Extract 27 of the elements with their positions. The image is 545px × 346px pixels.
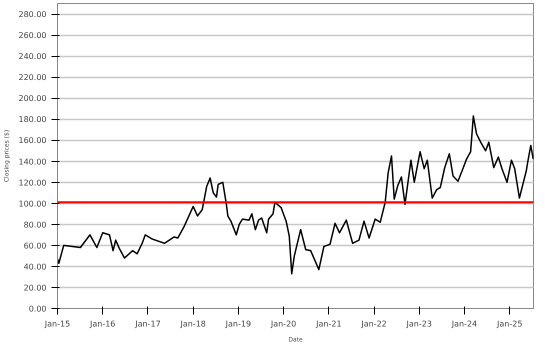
- y-tick-label: 0.00: [28, 304, 46, 314]
- y-tick-label: 280.00: [18, 10, 47, 20]
- x-tick-label: Jan-19: [224, 320, 252, 328]
- y-tick-label: 200.00: [18, 94, 47, 104]
- x-tick-label: Jan-21: [315, 320, 342, 328]
- y-tick-label: 140.00: [18, 157, 47, 166]
- x-tick-label: Jan-16: [88, 320, 116, 328]
- x-tick-label: Jan-18: [179, 320, 206, 328]
- y-tick-label: 180.00: [18, 115, 47, 124]
- line-series: [58, 115, 534, 275]
- y-tick-label: 220.00: [18, 73, 47, 82]
- y-tick-label: 120.00: [18, 178, 47, 188]
- x-tick-label: Jan-23: [406, 320, 432, 328]
- y-tick-label: 60.00: [24, 241, 47, 250]
- x-tick-label: Jan-15: [44, 320, 70, 328]
- x-tick-label: Jan-17: [134, 320, 161, 328]
- y-tick-label: 240.00: [18, 52, 47, 62]
- x-tick-label: Jan-20: [270, 320, 296, 328]
- y-tick-label: 20.00: [24, 283, 47, 292]
- y-tick-label: 260.00: [18, 31, 47, 40]
- y-tick-label: 160.00: [18, 136, 47, 146]
- y-tick-label: 80.00: [24, 220, 47, 230]
- x-tick-label: Jan-25: [496, 320, 522, 328]
- x-tick-label: Jan-22: [360, 320, 387, 328]
- x-tick-label: Jan-24: [450, 320, 478, 328]
- y-tick-label: 100.00: [18, 199, 47, 208]
- y-tick-label: 40.00: [24, 262, 47, 272]
